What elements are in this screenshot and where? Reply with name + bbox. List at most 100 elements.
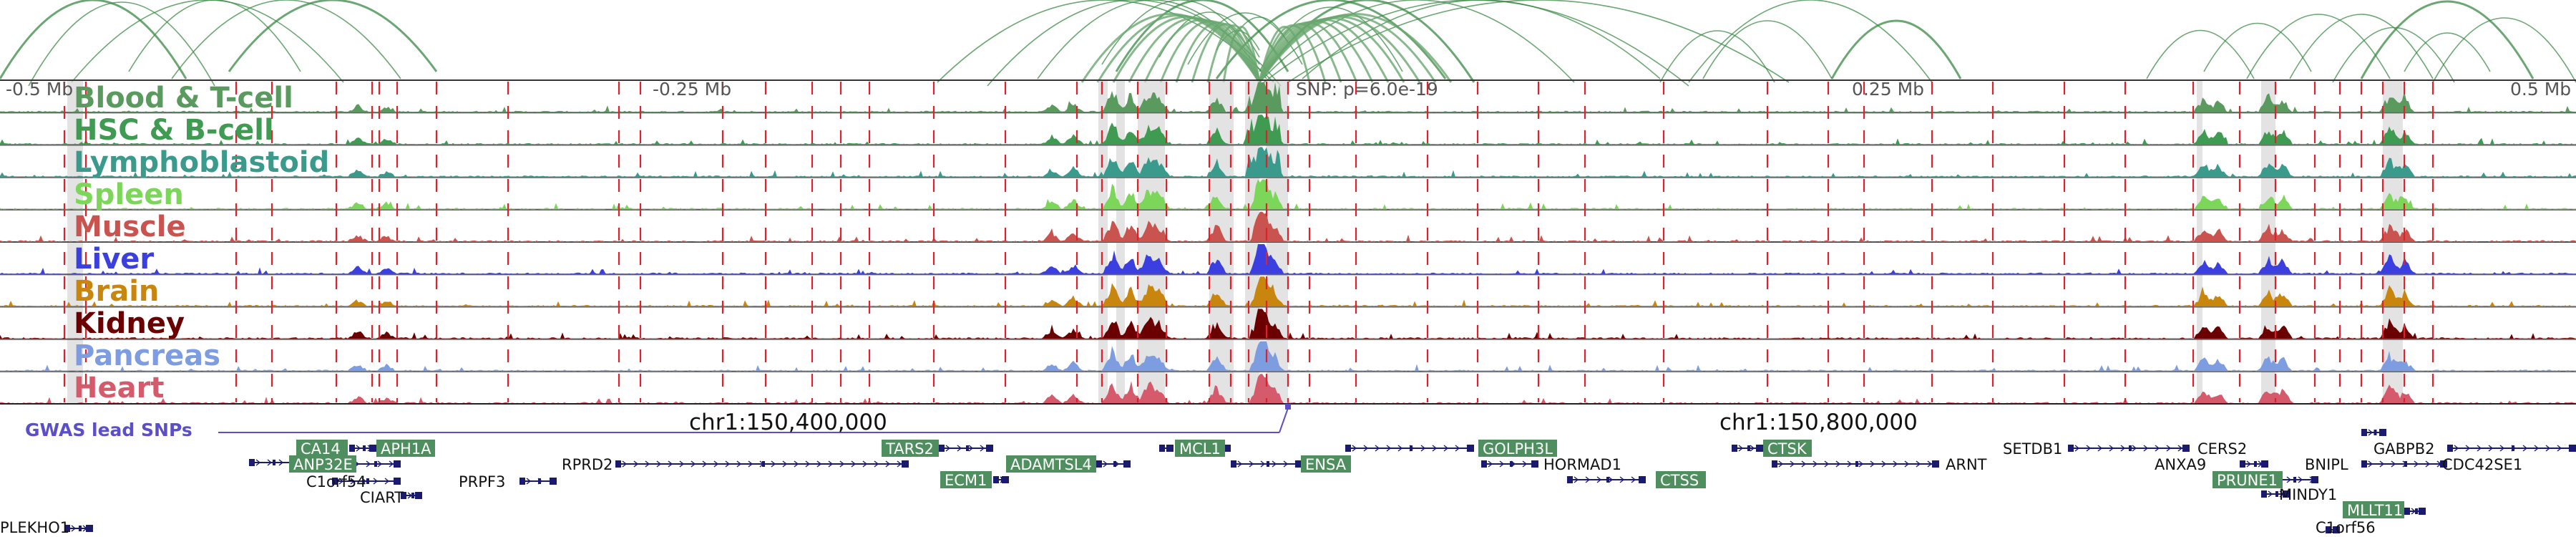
gene-strand-arrow — [1283, 460, 1289, 468]
gene-ecm1-label: ECM1 — [945, 472, 987, 489]
gene-hormad1-label[interactable]: HORMAD1 — [1543, 456, 1621, 473]
gwas-snp-marker[interactable] — [1285, 404, 1291, 410]
gene-strand-arrow — [1631, 476, 1636, 483]
gene-prune1[interactable]: PRUNE1 — [2212, 471, 2283, 489]
gene-mcl1-box — [1175, 440, 1225, 457]
gene-strand-arrow — [1904, 460, 1910, 468]
gene-ca14-box — [296, 440, 348, 457]
gene-anp32e[interactable]: ANP32E — [289, 455, 356, 473]
gene-exon — [2512, 445, 2514, 451]
track-label-heart[interactable]: Heart — [74, 372, 164, 405]
gene-plekho1-label[interactable]: PLEKHO1 — [0, 519, 69, 536]
gene-strand-arrow — [338, 478, 344, 485]
gene-strand-arrow — [1432, 445, 1438, 452]
gene-strand-arrow — [725, 460, 731, 468]
gene-setdb1-label[interactable]: SETDB1 — [2003, 440, 2062, 458]
gene-prune1-label: PRUNE1 — [2217, 472, 2278, 489]
interaction-arc — [28, 1, 215, 87]
gene-strand-arrow — [839, 460, 845, 468]
gene-strand-arrow — [2086, 445, 2092, 452]
gene-golph3l[interactable]: GOLPH3L — [1478, 440, 1557, 458]
gene-strand-arrow — [645, 460, 650, 468]
gene-prpf3-label[interactable]: PRPF3 — [459, 473, 505, 490]
track-label-blood[interactable]: Blood & T-cell — [74, 82, 293, 115]
gene-strand-arrow — [2414, 460, 2419, 468]
gene-cers2-label[interactable]: CERS2 — [2197, 440, 2247, 458]
gene-ensa[interactable]: ENSA — [1301, 455, 1351, 473]
gene-ciart-label[interactable]: CIART — [360, 489, 404, 506]
gene-ecm1[interactable]: ECM1 — [940, 471, 992, 489]
gene-strand-arrow — [1443, 445, 1449, 452]
gene-strand-arrow — [656, 460, 662, 468]
track-label-spleen[interactable]: Spleen — [74, 178, 184, 211]
gene-exon — [2447, 445, 2453, 452]
gene-exon — [2240, 460, 2245, 468]
gene-c1orf54-label[interactable]: C1orf54 — [306, 473, 366, 490]
gene-exon — [415, 492, 422, 499]
track-label-brain[interactable]: Brain — [74, 275, 159, 308]
track-label-muscle[interactable]: Muscle — [74, 211, 186, 243]
interaction-arcs — [0, 0, 2576, 87]
gene-c1orf56-label[interactable]: C1orf56 — [2316, 519, 2376, 536]
gene-exon — [369, 445, 376, 452]
track-label-kidney[interactable]: Kidney — [74, 307, 185, 340]
gene-prune1-box — [2212, 471, 2283, 488]
gene-rprd2-label[interactable]: RPRD2 — [562, 456, 613, 473]
gene-anxa9-label[interactable]: ANXA9 — [2155, 456, 2206, 473]
gene-exon — [1345, 445, 1351, 452]
gene-exon — [2311, 476, 2318, 483]
gene-exon — [1510, 461, 1513, 467]
gene-strand-arrow — [1916, 460, 1921, 468]
gene-exon — [1732, 445, 1737, 452]
gene-strand-arrow — [2143, 445, 2149, 452]
gene-strand-arrow — [1927, 460, 1933, 468]
gene-tars2-box — [882, 440, 939, 457]
gene-exon — [2440, 460, 2447, 468]
gene-aph1a-box — [376, 440, 435, 457]
interaction-arc — [1830, 19, 1962, 79]
track-label-hsc[interactable]: HSC & B-cell — [74, 114, 274, 147]
gene-strand-arrow — [1778, 460, 1784, 468]
gene-strand-arrow — [1420, 445, 1426, 452]
gene-mllt11-label: MLLT11 — [2347, 502, 2403, 519]
gene-mcl1[interactable]: MCL1 — [1175, 440, 1225, 458]
gwas-track[interactable]: GWAS lead SNPs — [25, 404, 1291, 440]
gene-exon — [615, 460, 621, 468]
gene-strand-arrow — [1847, 460, 1853, 468]
gene-exon — [1113, 461, 1116, 467]
gene-adamtsl4[interactable]: ADAMTSL4 — [1006, 455, 1096, 473]
gene-strand-arrow — [1750, 445, 1755, 452]
gene-ca14[interactable]: CA14 — [296, 440, 348, 458]
gene-ctss[interactable]: CTSS — [1656, 471, 1706, 489]
gene-ctsk-box — [1763, 440, 1812, 457]
gene-strand-arrow — [782, 460, 788, 468]
gene-mcl1-label: MCL1 — [1179, 440, 1221, 458]
gene-cdc42se1-label[interactable]: CDC42SE1 — [2442, 456, 2522, 473]
interaction-arc — [2203, 22, 2312, 72]
gene-strand-arrow — [679, 460, 685, 468]
gene-exon — [1567, 476, 1573, 483]
gene-exon — [64, 525, 70, 532]
gene-strand-arrow — [736, 460, 742, 468]
gene-exon — [366, 478, 369, 484]
gene-exon — [2373, 430, 2377, 435]
gene-mllt11[interactable]: MLLT11 — [2343, 501, 2404, 519]
gene-strand-arrow — [2368, 429, 2373, 436]
gene-exon — [2182, 445, 2190, 452]
gene-exon — [966, 445, 969, 451]
gene-ctsk[interactable]: CTSK — [1763, 440, 1812, 458]
gene-bnipl-label[interactable]: BNIPL — [2305, 456, 2348, 473]
gene-arnt-label[interactable]: ARNT — [1946, 456, 1987, 473]
interaction-arc — [1659, 30, 1775, 83]
gene-exon — [1467, 445, 1474, 452]
track-label-pancreas[interactable]: Pancreas — [74, 339, 220, 372]
gene-strand-arrow — [691, 460, 696, 468]
gene-gabpb2-label[interactable]: GABPB2 — [2373, 440, 2434, 458]
track-label-lymphoblastoid[interactable]: Lymphoblastoid — [74, 146, 329, 179]
gene-strand-arrow — [1619, 476, 1625, 483]
gene-mindy1-label[interactable]: MINDY1 — [2279, 486, 2337, 503]
track-label-liver[interactable]: Liver — [74, 243, 154, 276]
gene-tars2[interactable]: TARS2 — [882, 440, 939, 458]
gene-aph1a[interactable]: APH1A — [376, 440, 435, 458]
